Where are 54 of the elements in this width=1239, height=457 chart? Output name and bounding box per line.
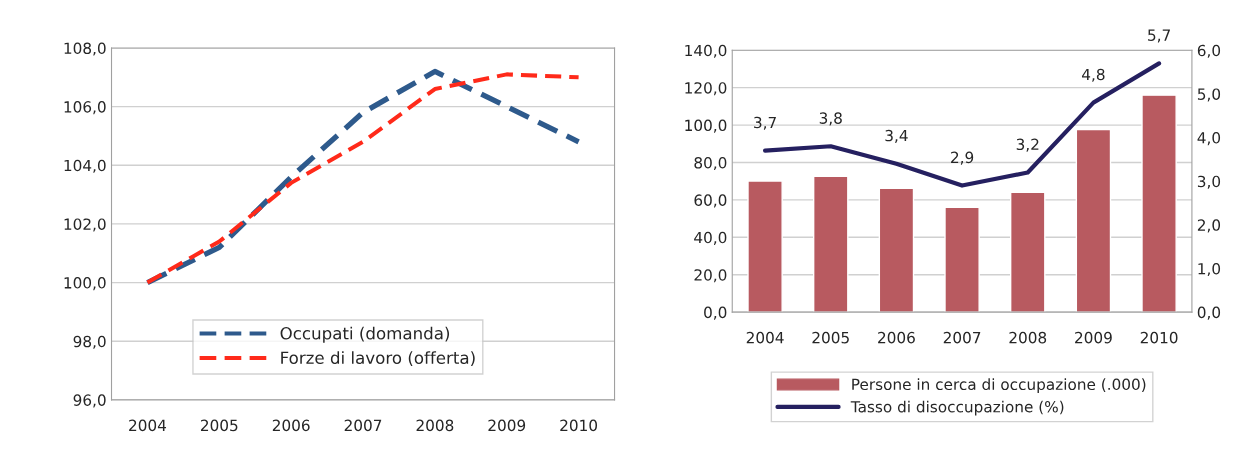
x-tick-label: 2006: [272, 419, 310, 432]
y-tick-label: 100,0: [64, 277, 106, 291]
legend-label: Tasso di disoccupazione (%): [850, 400, 1064, 416]
x-tick-label: 2008: [416, 419, 454, 432]
y2-tick-label: 6,0: [1197, 44, 1221, 58]
x-tick-label: 2005: [812, 331, 849, 344]
y-tick-label: 108,0: [64, 42, 106, 56]
x-tick-label: 2007: [344, 419, 382, 432]
x-tick-label: 2004: [129, 419, 167, 432]
data-label: 3,2: [1016, 138, 1039, 152]
legend-label: Persone in cerca di occupazione (.000): [852, 378, 1146, 394]
y2-tick-label: 0,0: [1197, 306, 1221, 320]
x-tick-label: 2010: [1140, 331, 1178, 344]
y2-tick-label: 3,0: [1197, 175, 1221, 189]
x-tick-label: 2007: [943, 331, 981, 344]
bar: [747, 180, 783, 313]
y-tick-label: 60,0: [694, 194, 727, 208]
y2-tick-label: 2,0: [1197, 219, 1221, 233]
y-tick-label: 140,0: [685, 44, 727, 58]
x-tick-label: 2005: [200, 419, 238, 432]
y2-tick-label: 4,0: [1197, 132, 1221, 146]
bar: [812, 175, 849, 313]
x-tick-label: 2010: [560, 419, 598, 432]
y-tick-label: 80,0: [694, 156, 727, 171]
data-label: 4,8: [1082, 68, 1105, 82]
x-tick-label: 2004: [746, 331, 784, 344]
legend-label: Occupati (domanda): [280, 326, 450, 343]
x-tick-label: 2006: [878, 331, 915, 344]
data-label: 3,4: [885, 129, 908, 143]
bar: [1009, 191, 1046, 313]
y-tick-label: 120,0: [685, 82, 727, 96]
x-tick-label: 2008: [1009, 331, 1047, 344]
data-label: 3,7: [754, 116, 776, 130]
data-label: 2,9: [951, 151, 974, 165]
data-label: 5,7: [1148, 29, 1170, 43]
y-tick-label: 40,0: [694, 231, 727, 245]
y-tick-label: 98,0: [73, 335, 106, 349]
y-tick-label: 100,0: [685, 119, 727, 133]
y-tick-label: 96,0: [73, 394, 106, 408]
y-tick-label: 104,0: [64, 159, 106, 173]
y2-tick-label: 5,0: [1197, 88, 1221, 102]
bar: [944, 206, 980, 313]
data-label: 3,8: [819, 112, 842, 126]
bar: [878, 187, 915, 313]
y-tick-label: 102,0: [64, 218, 106, 232]
y-tick-label: 20,0: [694, 269, 727, 283]
y-tick-label: 106,0: [64, 101, 106, 115]
y-tick-label: 0,0: [704, 306, 727, 320]
x-tick-label: 2009: [1075, 331, 1112, 344]
legend-label: Forze di lavoro (offerta): [281, 351, 475, 367]
bar: [1075, 128, 1112, 313]
y2-tick-label: 1,0: [1198, 262, 1221, 277]
x-tick-label: 2009: [488, 419, 526, 432]
bar: [1141, 94, 1177, 313]
